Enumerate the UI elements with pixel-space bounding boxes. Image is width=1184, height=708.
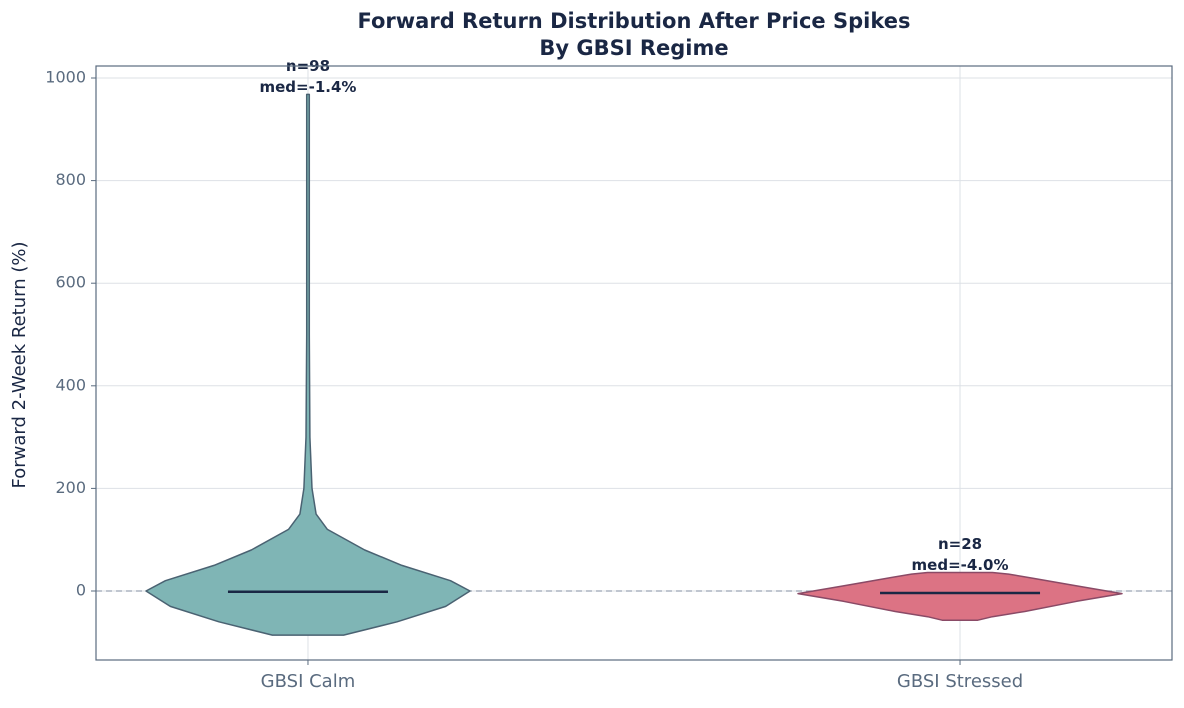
- x-tick-label: GBSI Stressed: [897, 671, 1023, 692]
- sample-count: n=28: [938, 535, 982, 553]
- median-label: med=-1.4%: [260, 78, 357, 96]
- violin-body: [797, 571, 1123, 621]
- violin-body: [145, 93, 471, 636]
- x-tick-label: GBSI Calm: [261, 671, 356, 692]
- chart-subtitle: By GBSI Regime: [539, 36, 728, 60]
- y-tick-label: 0: [76, 581, 86, 600]
- y-tick-label: 800: [55, 170, 86, 189]
- y-axis-label: Forward 2-Week Return (%): [9, 242, 30, 489]
- y-tick-label: 400: [55, 375, 86, 394]
- y-tick-label: 1000: [45, 68, 86, 87]
- y-tick-label: 600: [55, 273, 86, 292]
- chart-title: Forward Return Distribution After Price …: [358, 9, 911, 33]
- y-tick-label: 200: [55, 478, 86, 497]
- plot-frame: [95, 65, 1173, 661]
- median-label: med=-4.0%: [912, 556, 1009, 574]
